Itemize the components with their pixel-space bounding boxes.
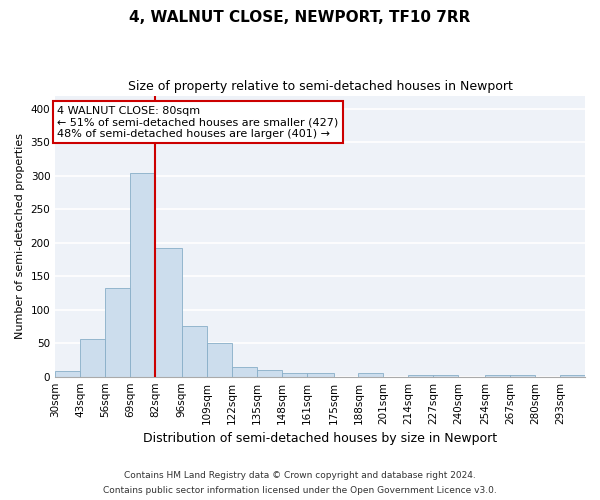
Y-axis label: Number of semi-detached properties: Number of semi-detached properties xyxy=(15,133,25,339)
Bar xyxy=(257,370,281,376)
Bar xyxy=(80,338,105,376)
Bar xyxy=(55,372,80,376)
Bar xyxy=(232,366,257,376)
Bar xyxy=(207,343,232,376)
Bar xyxy=(105,288,130,376)
Text: Contains public sector information licensed under the Open Government Licence v3: Contains public sector information licen… xyxy=(103,486,497,495)
Title: Size of property relative to semi-detached houses in Newport: Size of property relative to semi-detach… xyxy=(128,80,512,93)
Text: 4 WALNUT CLOSE: 80sqm
← 51% of semi-detached houses are smaller (427)
48% of sem: 4 WALNUT CLOSE: 80sqm ← 51% of semi-deta… xyxy=(57,106,338,139)
Bar xyxy=(182,326,207,376)
Bar xyxy=(358,374,383,376)
Bar xyxy=(155,248,182,376)
Bar xyxy=(130,172,155,376)
Text: Contains HM Land Registry data © Crown copyright and database right 2024.: Contains HM Land Registry data © Crown c… xyxy=(124,471,476,480)
X-axis label: Distribution of semi-detached houses by size in Newport: Distribution of semi-detached houses by … xyxy=(143,432,497,445)
Text: 4, WALNUT CLOSE, NEWPORT, TF10 7RR: 4, WALNUT CLOSE, NEWPORT, TF10 7RR xyxy=(130,10,470,25)
Bar xyxy=(281,374,307,376)
Bar xyxy=(307,374,334,376)
